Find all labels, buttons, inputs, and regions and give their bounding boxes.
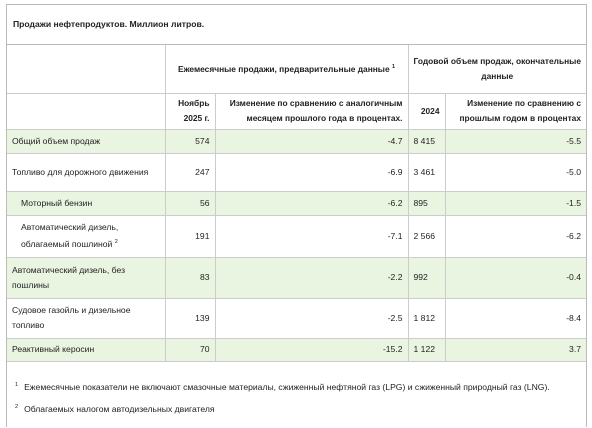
cell: -4.7 — [214, 129, 408, 154]
cell: -15.2 — [214, 338, 408, 362]
note-mark: 1 — [391, 64, 396, 71]
cell: 8 415 — [407, 129, 445, 154]
footnotes: 1 Ежемесячные показатели не включают смаз… — [7, 362, 586, 418]
cell: 992 — [407, 257, 445, 299]
footnote-mark: 1 — [15, 381, 19, 388]
row-label: Реактивный керосин — [7, 338, 165, 362]
cell: -5.0 — [444, 153, 586, 192]
cell: -7.1 — [214, 215, 408, 258]
table-row: Автоматический дизель, облагаемый пошлин… — [7, 215, 586, 258]
column-header: Ноябрь 2025 г. — [164, 93, 215, 130]
cell: -6.9 — [214, 153, 408, 192]
table-row: Моторный бензин 56 -6.2 895 -1.5 — [7, 191, 586, 216]
document: Продажи нефтепродуктов. Миллион литров. … — [6, 4, 587, 427]
cell: 247 — [164, 153, 215, 192]
table-row: Топливо для дорожного движения 247 -6.9 3 4… — [7, 153, 586, 192]
column-header: Изменение по сравнению с аналогичным мес… — [214, 93, 408, 130]
cell: 83 — [164, 257, 215, 299]
group-header: Годовой объем продаж, окончательные данн… — [407, 45, 586, 94]
row-label-text: Топливо для дорожного движения — [12, 166, 149, 177]
cell: -6.2 — [214, 191, 408, 216]
column-header: 2024 — [407, 93, 445, 130]
cell: 191 — [164, 215, 215, 258]
row-label: Топливо для дорожного движения — [7, 153, 165, 192]
group-header-text: Ежемесячные продажи, предварительные дан… — [177, 64, 390, 75]
table-row: Автоматический дизель, без пошлины 83 -2.2… — [7, 257, 586, 299]
cell: 1 122 — [407, 338, 445, 362]
cell: 3.7 — [444, 338, 586, 362]
corner-cell — [7, 45, 165, 94]
table-body: Общий объем продаж 574 -4.7 8 415 -5.5 Топлив… — [7, 129, 586, 362]
table-row: Реактивный керосин 70 -15.2 1 122 3.7 — [7, 338, 586, 362]
cell: 56 — [164, 191, 215, 216]
row-label-text: Автоматический дизель, без пошлины — [12, 264, 126, 290]
footnote: 1 Ежемесячные показатели не включают смаз… — [15, 374, 586, 396]
cell: -5.5 — [444, 129, 586, 154]
row-label-text: Общий объем продаж — [12, 135, 101, 146]
row-label-text: Реактивный керосин — [12, 344, 95, 354]
cell: 1 812 — [407, 298, 445, 339]
cell: 3 461 — [407, 153, 445, 192]
table-row: Общий объем продаж 574 -4.7 8 415 -5.5 — [7, 129, 586, 154]
cell: -8.4 — [444, 298, 586, 339]
table-row: Судовое газойль и дизельное топливо 139 -2… — [7, 298, 586, 339]
cell: -2.2 — [214, 257, 408, 299]
cell: -1.5 — [444, 191, 586, 216]
footnote: 2 Облагаемых налогом автодизельных двигат… — [15, 396, 586, 418]
table: Ежемесячные продажи, предварительные дан… — [7, 45, 586, 362]
cell: 139 — [164, 298, 215, 339]
footnote-text: Облагаемых налогом автодизельных двигате… — [24, 403, 215, 414]
cell: -0.4 — [444, 257, 586, 299]
row-label-text: Автоматический дизель, облагаемый пошлин… — [21, 222, 119, 249]
row-label: Общий объем продаж — [7, 129, 165, 154]
column-header: Изменение по сравнению с прошлым годом в… — [444, 93, 586, 130]
row-label: Автоматический дизель, без пошлины — [7, 257, 165, 299]
cell: 574 — [164, 129, 215, 154]
row-label-text: Моторный бензин — [21, 197, 93, 208]
cell: -2.5 — [214, 298, 408, 339]
row-label-text: Судовое газойль и дизельное топливо — [12, 305, 131, 330]
cell: 2 566 — [407, 215, 445, 258]
group-header: Ежемесячные продажи, предварительные дан… — [164, 45, 408, 94]
footnote-mark: 2 — [15, 403, 19, 410]
cell: 895 — [407, 191, 445, 216]
footnote-text: Ежемесячные показатели не включают смазо… — [24, 381, 550, 392]
row-label: Моторный бензин — [7, 191, 165, 216]
corner-cell — [7, 93, 165, 130]
note-mark: 2 — [114, 239, 118, 246]
row-label: Автоматический дизель, облагаемый пошлин… — [7, 215, 165, 258]
title: Продажи нефтепродуктов. Миллион литров. — [7, 5, 586, 45]
cell: 70 — [164, 338, 215, 362]
cell: -6.2 — [444, 215, 586, 258]
row-label: Судовое газойль и дизельное топливо — [7, 298, 165, 339]
